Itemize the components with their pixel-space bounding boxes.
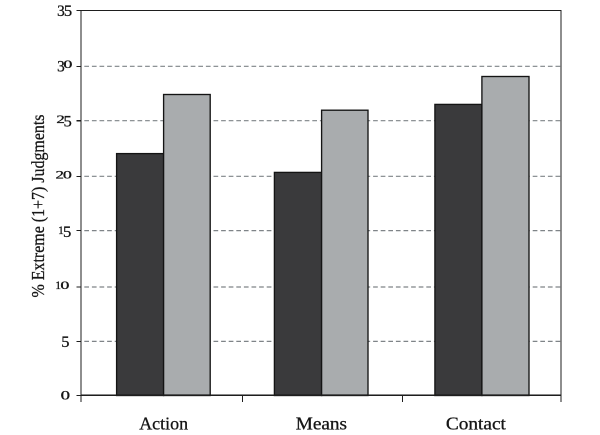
svg-text:0: 0 bbox=[60, 280, 70, 292]
svg-text:0: 0 bbox=[61, 388, 70, 402]
svg-text:0: 0 bbox=[63, 169, 73, 181]
svg-text:2: 2 bbox=[56, 114, 64, 126]
svg-text:1: 1 bbox=[55, 280, 61, 292]
svg-text:5: 5 bbox=[63, 224, 71, 241]
svg-text:Action: Action bbox=[139, 413, 188, 433]
svg-text:1: 1 bbox=[58, 225, 64, 237]
svg-text:5: 5 bbox=[64, 3, 72, 20]
svg-text:0: 0 bbox=[63, 59, 73, 71]
svg-text:5: 5 bbox=[64, 114, 72, 131]
svg-text:2: 2 bbox=[56, 169, 64, 181]
svg-text:3: 3 bbox=[57, 58, 65, 75]
svg-text:% Extreme (1+7) Judgments: % Extreme (1+7) Judgments bbox=[28, 115, 49, 298]
svg-text:3: 3 bbox=[57, 3, 65, 20]
svg-text:Means: Means bbox=[296, 413, 347, 433]
svg-text:Contact: Contact bbox=[446, 413, 506, 433]
svg-text:5: 5 bbox=[61, 334, 69, 351]
